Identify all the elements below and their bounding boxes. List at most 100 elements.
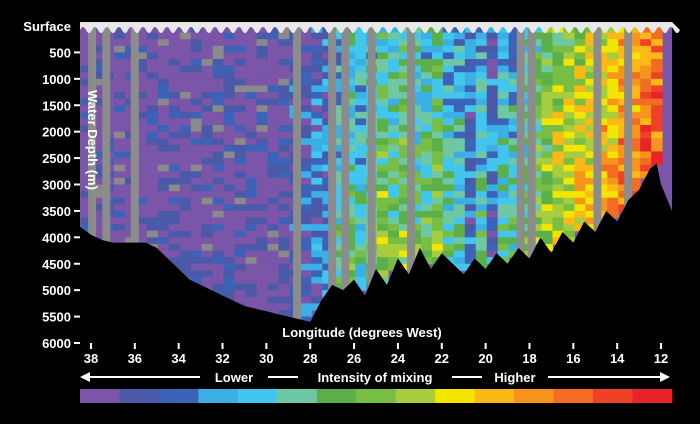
heatmap-cell: [81, 59, 93, 67]
heatmap-cell: [563, 111, 575, 119]
heatmap-cell: [212, 52, 225, 60]
heatmap-cell: [563, 217, 575, 225]
heatmap-cell: [497, 177, 510, 185]
heatmap-cell: [267, 270, 279, 278]
heatmap-cell: [431, 210, 444, 219]
heatmap-cell: [212, 263, 225, 271]
y-tick-label: 2000: [42, 125, 71, 140]
heatmap-cell: [333, 105, 345, 113]
heatmap-cell: [201, 45, 214, 53]
heatmap-cell: [113, 118, 126, 126]
heatmap-cell: [278, 125, 290, 133]
heatmap-cell: [168, 164, 181, 172]
heatmap-cell: [256, 270, 268, 278]
heatmap-cell: [124, 39, 137, 47]
heatmap-cell: [333, 230, 345, 238]
heatmap-cell: [124, 131, 137, 139]
heatmap-cell: [431, 144, 444, 152]
heatmap-cell: [201, 59, 214, 67]
heatmap-cell: [300, 59, 312, 67]
heatmap-cell: [157, 85, 170, 93]
heatmap-cell: [92, 131, 104, 139]
heatmap-cell: [256, 125, 268, 133]
heatmap-cell: [497, 118, 510, 126]
heatmap-cell: [541, 45, 554, 53]
heatmap-cell: [618, 26, 630, 34]
heatmap-cell: [135, 39, 148, 47]
heatmap-cell: [179, 184, 192, 192]
heatmap-cell: [113, 32, 126, 40]
heatmap-cell: [399, 210, 411, 219]
heatmap-cell: [311, 296, 323, 304]
heatmap-cell: [552, 158, 564, 166]
heatmap-cell: [618, 125, 630, 133]
heatmap-cell: [388, 45, 400, 53]
heatmap-cell: [190, 59, 203, 67]
heatmap-cell: [541, 85, 554, 93]
heatmap-cell: [311, 45, 323, 53]
heatmap-cell: [475, 45, 488, 53]
heatmap-cell: [607, 177, 619, 185]
heatmap-cell: [234, 151, 247, 159]
heatmap-cell: [245, 125, 258, 133]
y-tick-label: Surface: [23, 19, 71, 34]
heatmap-cell: [453, 204, 466, 212]
heatmap-cell: [431, 52, 444, 60]
data-gap-column: [407, 26, 416, 343]
heatmap-cell: [420, 224, 433, 232]
heatmap-cell: [234, 138, 247, 146]
heatmap-cell: [179, 210, 192, 219]
heatmap-cell: [585, 78, 597, 86]
heatmap-cell: [377, 204, 389, 212]
heatmap-cell: [618, 85, 630, 93]
heatmap-cell: [168, 144, 181, 152]
heatmap-cell: [486, 98, 499, 106]
heatmap-cell: [519, 191, 532, 199]
heatmap-cell: [146, 138, 159, 146]
heatmap-cell: [420, 210, 433, 219]
heatmap-cell: [190, 144, 203, 152]
heatmap-cell: [497, 184, 510, 192]
heatmap-cell: [223, 105, 236, 113]
heatmap-cell: [300, 85, 312, 93]
heatmap-cell: [81, 105, 93, 113]
heatmap-cell: [212, 39, 225, 47]
heatmap-cell: [113, 177, 126, 185]
heatmap-cell: [552, 144, 564, 152]
heatmap-cell: [190, 52, 203, 60]
heatmap-cell: [420, 164, 433, 172]
heatmap-cell: [201, 125, 214, 133]
heatmap-cell: [333, 217, 345, 225]
heatmap-cell: [409, 151, 422, 159]
heatmap-cell: [124, 125, 137, 133]
data-gap-column: [102, 26, 111, 343]
heatmap-cell: [585, 52, 597, 60]
heatmap-cell: [278, 177, 290, 185]
heatmap-cell: [157, 171, 170, 179]
heatmap-cell: [574, 224, 586, 232]
y-tick-label: 1000: [42, 72, 71, 87]
heatmap-cell: [508, 158, 521, 166]
heatmap-cell: [223, 118, 236, 126]
heatmap-cell: [81, 45, 93, 53]
heatmap-cell: [519, 118, 532, 126]
heatmap-cell: [475, 217, 488, 225]
heatmap-cell: [344, 59, 356, 67]
heatmap-cell: [552, 78, 564, 86]
heatmap-cell: [300, 290, 312, 298]
heatmap-cell: [530, 210, 543, 219]
heatmap-cell: [234, 197, 247, 205]
heatmap-cell: [311, 217, 323, 225]
heatmap-cell: [618, 138, 630, 146]
heatmap-cell: [607, 92, 619, 100]
colorbar-swatch: [395, 389, 436, 403]
heatmap-cell: [179, 230, 192, 238]
heatmap-cell: [640, 92, 652, 100]
heatmap-cell: [333, 39, 345, 47]
heatmap-cell: [179, 72, 192, 80]
heatmap-cell: [124, 118, 137, 126]
surface-wave: [80, 22, 680, 33]
heatmap-cell: [267, 92, 279, 100]
heatmap-cell: [179, 224, 192, 232]
heatmap-cell: [420, 111, 433, 119]
